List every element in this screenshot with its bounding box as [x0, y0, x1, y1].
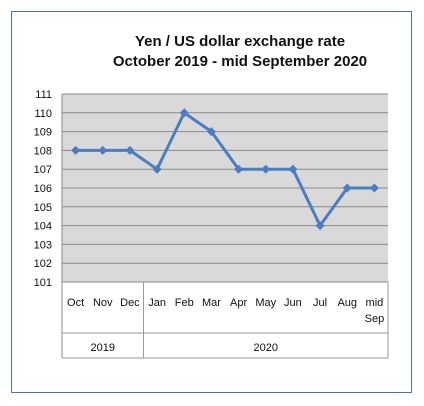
data-point — [206, 127, 216, 137]
y-tick-label: 103 — [34, 239, 52, 251]
y-tick-label: 106 — [34, 183, 52, 195]
data-point — [179, 108, 189, 118]
data-point — [152, 164, 162, 174]
x-tick-label: Jul — [313, 297, 327, 309]
group-label: 2020 — [254, 342, 278, 354]
x-tick-label: May — [255, 297, 276, 309]
y-tick-label: 107 — [34, 164, 52, 176]
chart-title: Yen / US dollar exchange rate — [134, 33, 346, 50]
x-tick-label: Apr — [230, 297, 247, 309]
y-tick-label: 101 — [34, 277, 52, 289]
data-point — [342, 183, 352, 193]
data-point — [71, 145, 81, 155]
data-point — [234, 164, 244, 174]
data-point — [98, 145, 108, 155]
y-tick-label: 110 — [34, 108, 52, 120]
data-point — [125, 145, 135, 155]
x-tick-label: Jan — [148, 297, 166, 309]
y-tick-label: 104 — [34, 221, 52, 233]
x-tick-label: Mar — [202, 297, 221, 309]
x-tick-label: Feb — [175, 297, 194, 309]
x-tick-label: Dec — [120, 297, 140, 309]
x-tick-label: Sep — [365, 313, 385, 325]
y-tick-label: 102 — [34, 258, 52, 270]
y-tick-label: 108 — [34, 145, 52, 157]
series-line — [75, 111, 375, 228]
data-point — [288, 164, 298, 174]
group-label: 2019 — [91, 342, 115, 354]
data-point — [315, 221, 325, 231]
chart-subtitle: October 2019 - mid September 2020 — [112, 53, 368, 70]
x-tick-label: Jun — [284, 297, 302, 309]
y-tick-label: 109 — [34, 127, 52, 139]
y-tick-label: 105 — [34, 202, 52, 214]
x-tick-label: Oct — [67, 297, 84, 309]
y-tick-label: 111 — [35, 89, 52, 101]
x-tick-label: Aug — [337, 297, 357, 309]
x-tick-label: Nov — [93, 297, 113, 309]
x-tick-label: mid — [366, 297, 384, 309]
data-point — [261, 164, 271, 174]
data-point — [369, 183, 379, 193]
